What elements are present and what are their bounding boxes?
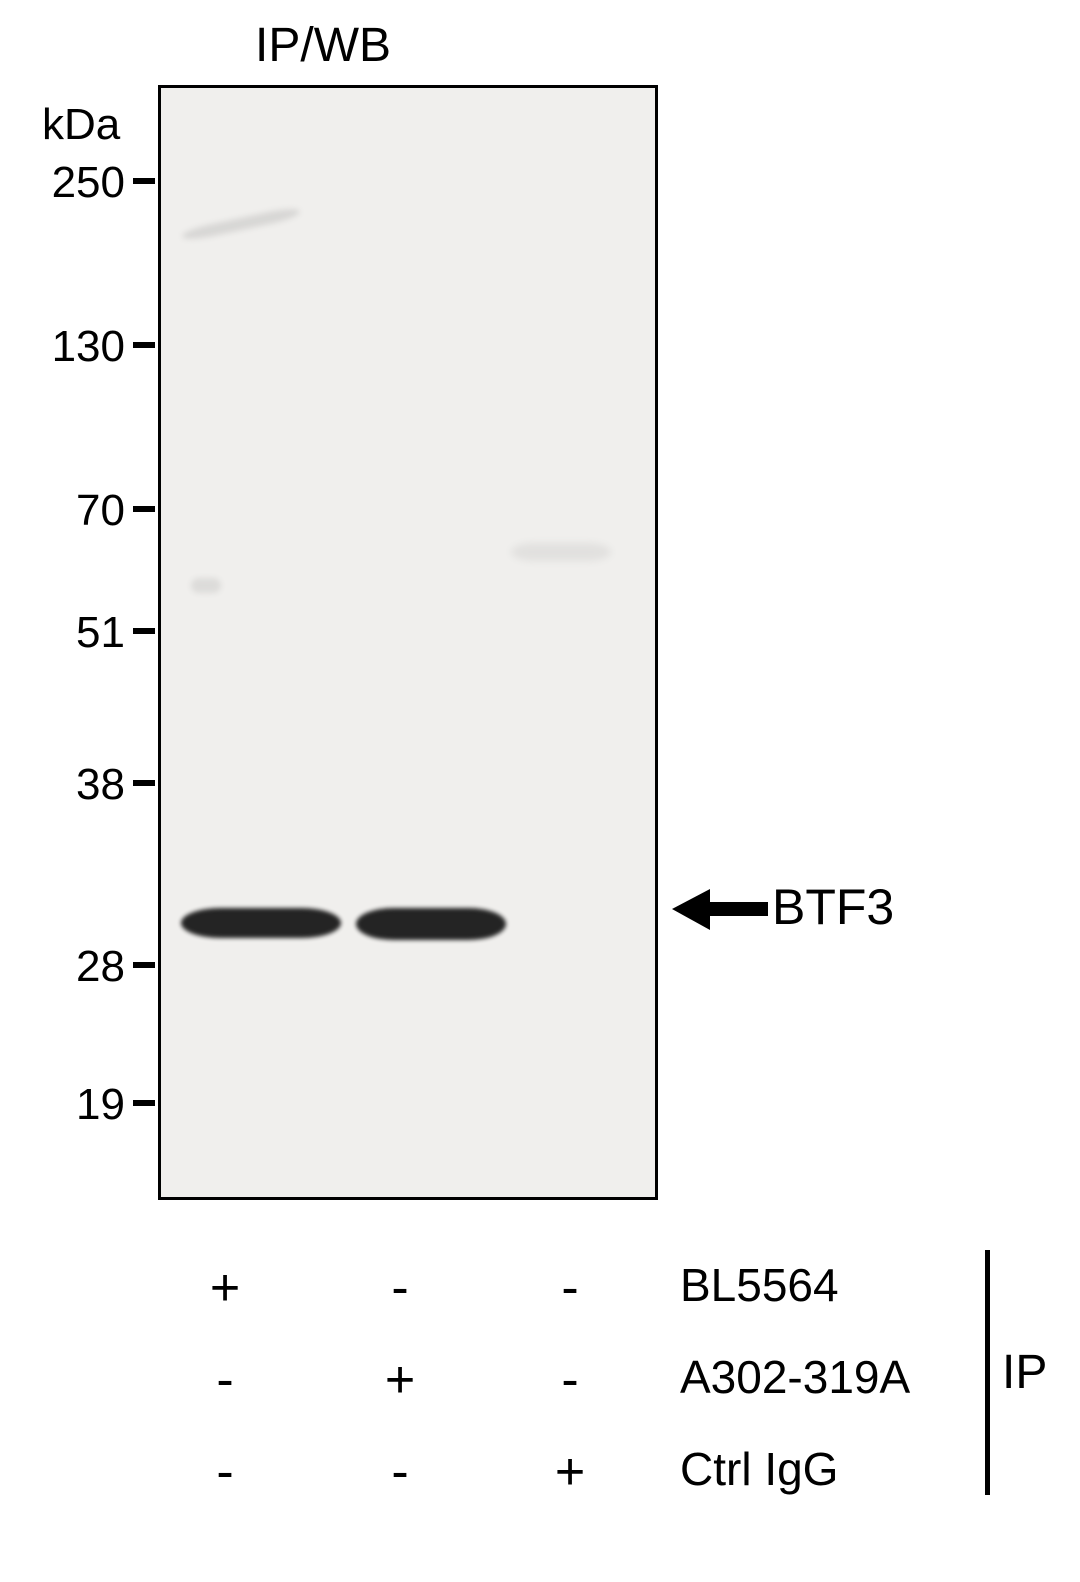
lane3-ab2-mark: - bbox=[550, 1350, 590, 1410]
ip-label: IP bbox=[1002, 1345, 1047, 1400]
lane2-ctrl-mark: - bbox=[380, 1442, 420, 1502]
lane3-ab1-mark: - bbox=[550, 1258, 590, 1318]
kda-unit-label: kDa bbox=[42, 100, 120, 150]
lane3-ctrl-mark: + bbox=[550, 1442, 590, 1502]
lane1-ab1-mark: + bbox=[205, 1258, 245, 1318]
figure-container: IP/WB kDa 250 130 70 51 38 28 19 BTF3 + … bbox=[0, 0, 1080, 1582]
mw-label-250: 250 bbox=[30, 158, 125, 208]
western-blot-membrane bbox=[158, 85, 658, 1200]
mw-label-28: 28 bbox=[30, 942, 125, 992]
mw-tick-28 bbox=[133, 962, 155, 968]
ip-bracket-vertical bbox=[985, 1250, 990, 1495]
faint-band-2 bbox=[191, 578, 221, 593]
antibody-label-2: A302-319A bbox=[680, 1350, 910, 1404]
mw-label-19: 19 bbox=[30, 1080, 125, 1130]
mw-label-130: 130 bbox=[30, 322, 125, 372]
lane1-ctrl-mark: - bbox=[205, 1442, 245, 1502]
mw-label-51: 51 bbox=[30, 608, 125, 658]
antibody-label-1: BL5564 bbox=[680, 1258, 839, 1312]
figure-title: IP/WB bbox=[255, 18, 391, 73]
faint-band-3 bbox=[511, 543, 611, 561]
band-lane1-btf3 bbox=[181, 908, 341, 938]
lane1-ab2-mark: - bbox=[205, 1350, 245, 1410]
mw-tick-51 bbox=[133, 628, 155, 634]
mw-tick-70 bbox=[133, 506, 155, 512]
lane2-ab1-mark: - bbox=[380, 1258, 420, 1318]
mw-tick-19 bbox=[133, 1100, 155, 1106]
band-lane2-btf3 bbox=[356, 908, 506, 940]
mw-tick-38 bbox=[133, 780, 155, 786]
target-arrow-shaft bbox=[708, 902, 768, 916]
mw-tick-130 bbox=[133, 342, 155, 348]
lane2-ab2-mark: + bbox=[380, 1350, 420, 1410]
mw-label-70: 70 bbox=[30, 486, 125, 536]
mw-tick-250 bbox=[133, 178, 155, 184]
faint-band-1 bbox=[181, 206, 301, 243]
antibody-label-3: Ctrl IgG bbox=[680, 1442, 838, 1496]
mw-label-38: 38 bbox=[30, 760, 125, 810]
target-protein-label: BTF3 bbox=[772, 878, 894, 936]
